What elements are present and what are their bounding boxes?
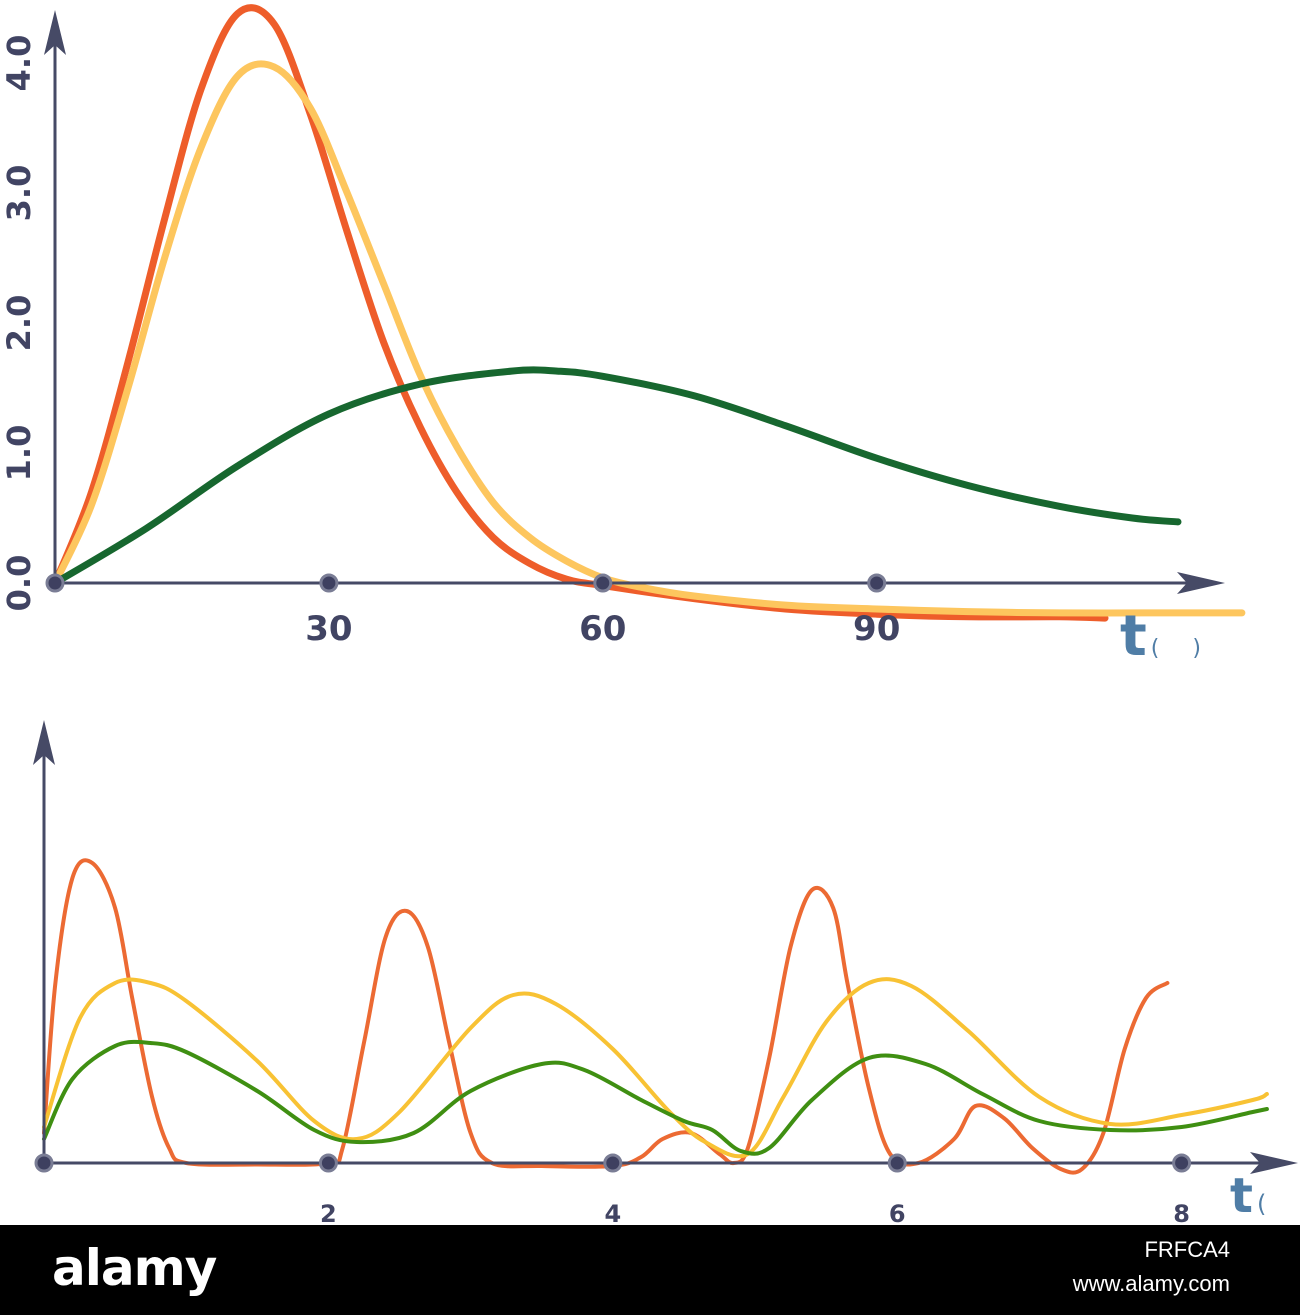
brand-logo: alamy (52, 1239, 217, 1297)
chart-stage: 30 60 90 0.0 1.0 2.0 3.0 4.0 t( ) 2 4 6 8 t( ) (0, 4, 1300, 1228)
bottom-x-tick-label: 4 (604, 1200, 621, 1225)
top-y-tick-label: 0.0 (0, 555, 38, 612)
bottom-x-axis-label: t( ) (1230, 1168, 1300, 1224)
top-series-2-line (51, 60, 1246, 617)
top-y-tick-label: 1.0 (0, 425, 38, 482)
top-y-axis-arrow (44, 10, 66, 55)
top-series-1-line (51, 4, 1109, 622)
bottom-x-tick-dot (1172, 1153, 1192, 1173)
bottom-x-tick-label: 6 (889, 1200, 906, 1225)
bottom-origin-dot (34, 1153, 54, 1173)
top-x-tick-dot (319, 573, 339, 593)
bottom-x-tick-label: 8 (1173, 1200, 1190, 1225)
bottom-x-axis-arrow (1250, 1152, 1298, 1174)
top-x-tick-label: 90 (853, 609, 900, 649)
top-origin-dot (45, 573, 65, 593)
top-x-axis-arrow (1177, 572, 1225, 594)
bottom-x-tick-dot (318, 1153, 338, 1173)
top-y-tick-label: 3.0 (0, 165, 38, 222)
top-x-tick-dot (593, 573, 613, 593)
top-x-tick-dot (867, 573, 887, 593)
charts-svg: 30 60 90 0.0 1.0 2.0 3.0 4.0 t( ) 2 4 6 8 t( ) (0, 4, 1300, 1228)
top-series-3-line (51, 366, 1182, 587)
site-url: www.alamy.com (1072, 1271, 1230, 1296)
top-y-tick-label: 4.0 (0, 35, 38, 92)
bottom-series-3-line (42, 1039, 1269, 1156)
stock-id: FRFCA4 (1144, 1237, 1230, 1262)
top-x-tick-label: 30 (305, 609, 352, 649)
bottom-series-1-line (42, 858, 1170, 1175)
watermark-footer: alamy FRFCA4 www.alamy.com (0, 1225, 1300, 1315)
chart-bottom: 2 4 6 8 t( ) (33, 720, 1300, 1228)
top-x-tick-label: 60 (579, 609, 626, 649)
top-y-tick-label: 2.0 (0, 295, 38, 352)
chart-top: 30 60 90 0.0 1.0 2.0 3.0 4.0 t( ) (0, 4, 1246, 669)
bottom-x-tick-dot (887, 1153, 907, 1173)
bottom-x-tick-label: 2 (320, 1200, 337, 1225)
top-x-axis-label: t( ) (1120, 604, 1201, 669)
bottom-series-2-line (42, 977, 1269, 1159)
bottom-y-axis-arrow (33, 720, 55, 765)
bottom-x-tick-dot (603, 1153, 623, 1173)
